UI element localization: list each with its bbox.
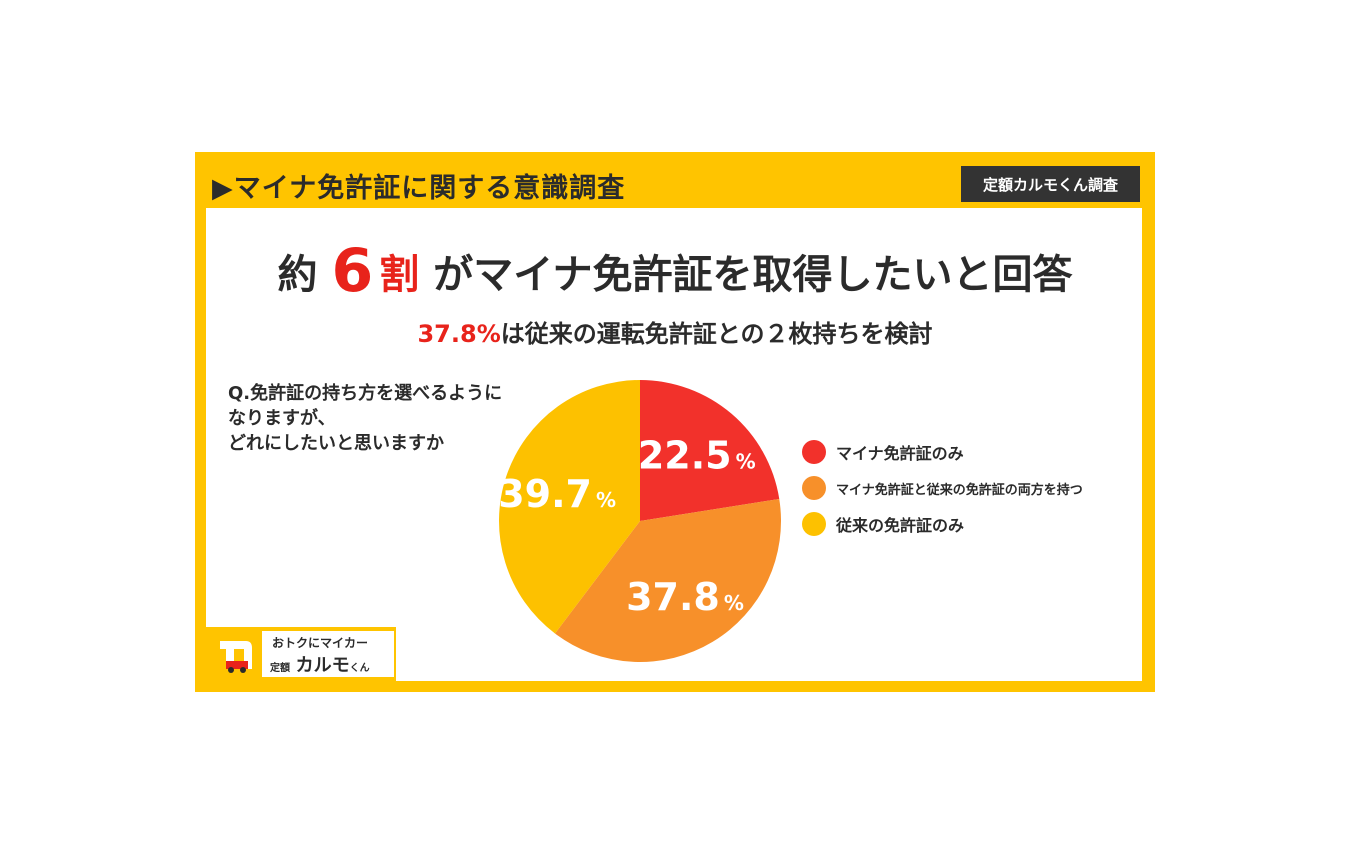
car-logo-icon <box>212 631 258 677</box>
legend-item: 従来の免許証のみ <box>802 506 1083 542</box>
headline-unit: 割 <box>379 252 420 298</box>
legend-label: マイナ免許証のみ <box>836 444 964 463</box>
carmo-logo: おトクにマイカー 定額 カルモくん <box>206 627 396 681</box>
legend-label: マイナ免許証と従来の免許証の両方を持つ <box>836 482 1083 498</box>
subheadline-text: は従来の運転免許証との２枚持ちを検討 <box>500 320 933 348</box>
logo-suffix: くん <box>349 663 370 674</box>
legend-swatch <box>802 512 826 536</box>
subheadline: 37.8%は従来の運転免許証との２枚持ちを検討 <box>0 314 1350 349</box>
headline-prefix: 約 <box>277 252 318 298</box>
survey-title: ▶マイナ免許証に関する意識調査 <box>212 173 626 204</box>
survey-question: Q.免許証の持ち方を選べるように なりますが、 どれにしたいと思いますか <box>228 381 558 456</box>
question-line: どれにしたいと思いますか <box>228 433 444 454</box>
pie-slice <box>554 498 781 662</box>
logo-prefix: 定額 <box>270 663 290 674</box>
question-line: なりますが、 <box>228 408 336 429</box>
headline-number: 6 <box>331 236 374 306</box>
legend-item: マイナ免許証のみ <box>802 434 1083 470</box>
headline-text: がマイナ免許証を取得したいと回答 <box>433 252 1073 298</box>
survey-source-badge: 定額カルモくん調査 <box>961 166 1140 202</box>
logo-name: 定額 カルモくん <box>270 651 370 677</box>
legend-swatch <box>802 440 826 464</box>
legend-label: 従来の免許証のみ <box>836 516 965 535</box>
logo-tagline: おトクにマイカー <box>272 636 369 650</box>
pie-chart: 22.5 % 37.8 % 39.7% <box>498 380 781 662</box>
slice-value-label: 37.8% <box>626 575 744 619</box>
logo-wordmark: おトクにマイカー 定額 カルモくん <box>262 631 394 677</box>
pie-slice <box>499 380 640 634</box>
question-line: Q.免許証の持ち方を選べるように <box>228 383 503 404</box>
logo-brand: カルモ <box>295 655 350 676</box>
slice-value-label: 22.5% <box>638 434 756 478</box>
slice-value-label: 39.7% <box>498 472 616 516</box>
chart-legend: マイナ免許証のみマイナ免許証と従来の免許証の両方を持つ 従来の免許証のみ <box>802 434 1083 542</box>
subheadline-highlight: 37.8% <box>417 320 501 348</box>
pie-slice <box>640 380 780 521</box>
headline: 約 6 割がマイナ免許証を取得したいと回答 <box>0 236 1350 306</box>
legend-swatch <box>802 476 826 500</box>
legend-item: マイナ免許証と従来の免許証の両方を持つ <box>802 470 1083 506</box>
